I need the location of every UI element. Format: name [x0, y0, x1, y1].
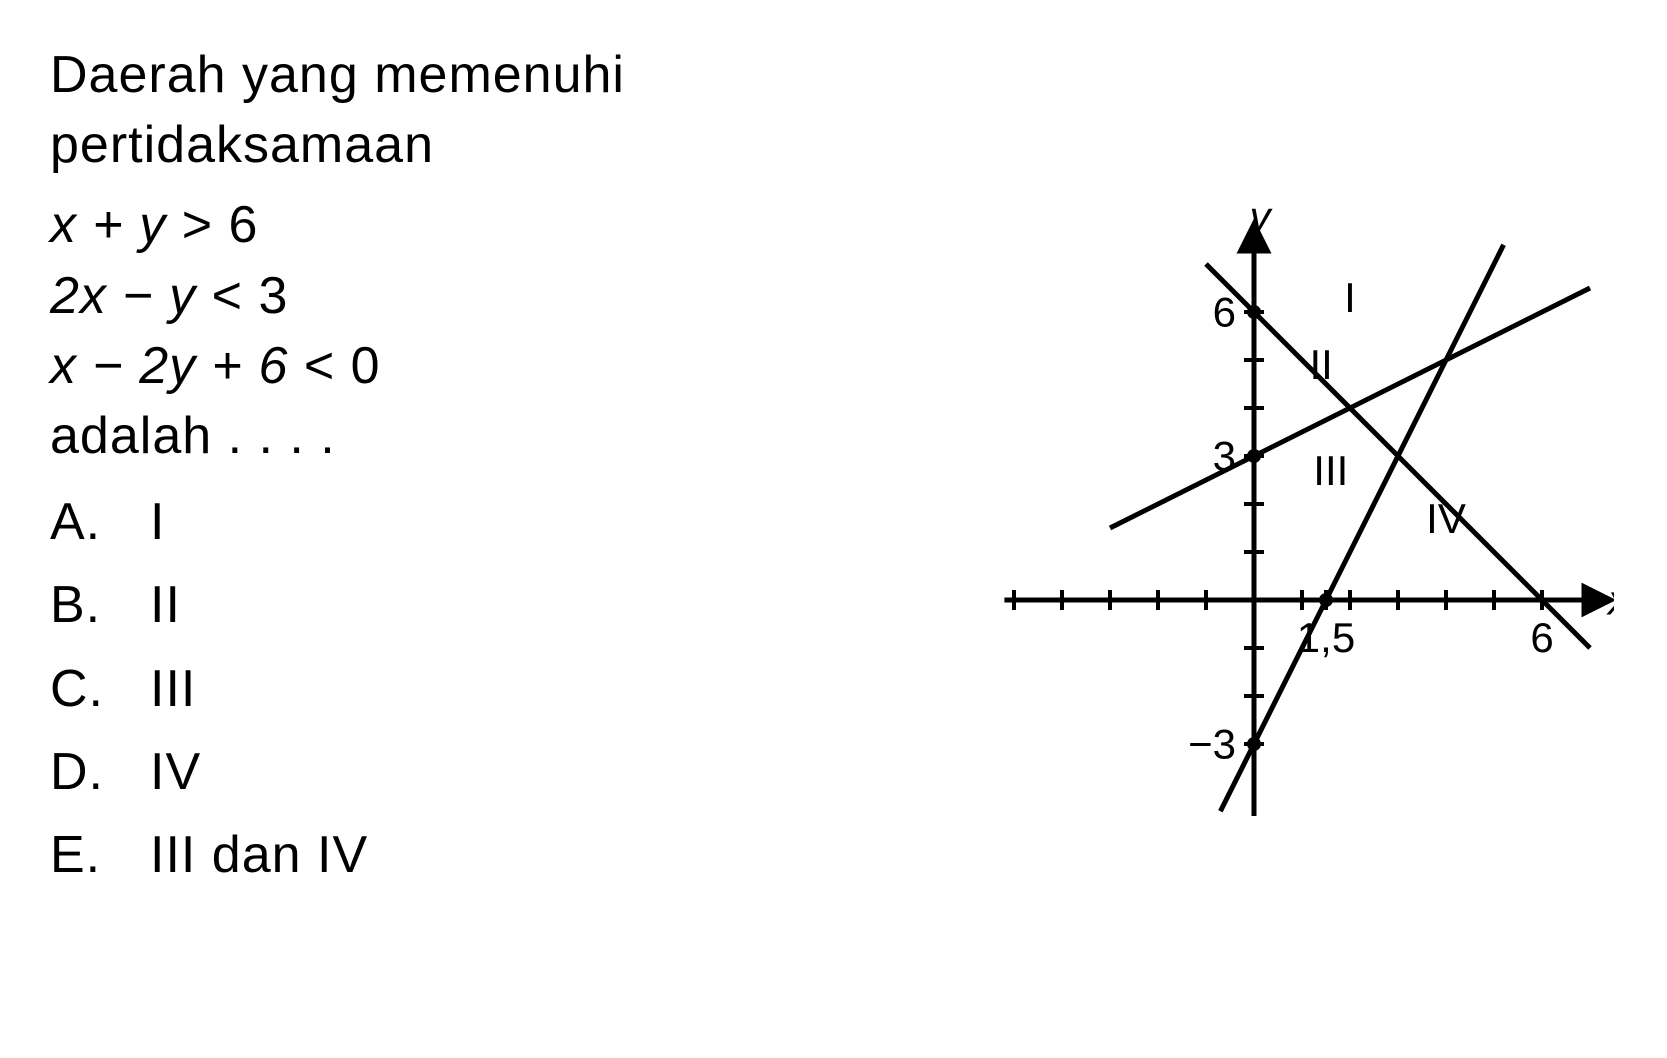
problem-container: Daerah yang memenuhi pertidaksamaan x + … [50, 40, 1617, 1018]
graph-container: 1,5663−3IIIIIIIVxy [994, 150, 1614, 875]
inequality-2: 2x − y < 3 [50, 261, 950, 331]
option-a-text: I [150, 481, 165, 564]
ineq2-rhs: 3 [258, 267, 288, 325]
ineq1-lhs: x + y [50, 196, 166, 254]
y-tick-label: −3 [1188, 721, 1236, 768]
ineq3-op: < [304, 337, 335, 395]
axis-point [1319, 593, 1333, 607]
ineq3-rhs: 0 [351, 337, 381, 395]
option-d: D. IV [50, 731, 950, 814]
adalah-text: adalah . . . . [50, 401, 950, 471]
option-b: B. II [50, 564, 950, 647]
x-axis-label: x [1606, 577, 1614, 624]
y-axis-label: y [1246, 193, 1273, 240]
ineq3-lhs: x − 2y + 6 [50, 337, 288, 395]
options-list: A. I B. II C. III D. IV E. III dan IV [50, 481, 950, 897]
question-prompt: Daerah yang memenuhi pertidaksamaan [50, 40, 950, 180]
ineq1-rhs: 6 [229, 196, 259, 254]
region-label: II [1309, 341, 1332, 388]
inequality-1: x + y > 6 [50, 190, 950, 260]
option-e-text: III dan IV [150, 814, 368, 897]
graph-line [1110, 288, 1590, 528]
axis-point [1247, 737, 1261, 751]
right-column: 1,5663−3IIIIIIIVxy [990, 40, 1617, 1018]
option-b-letter: B. [50, 564, 150, 647]
axis-point [1247, 449, 1261, 463]
region-label: III [1313, 447, 1348, 494]
ineq2-lhs: 2x − y [50, 267, 196, 325]
left-column: Daerah yang memenuhi pertidaksamaan x + … [50, 40, 950, 1018]
option-e: E. III dan IV [50, 814, 950, 897]
option-c: C. III [50, 648, 950, 731]
region-label: IV [1426, 495, 1466, 542]
axis-point [1247, 305, 1261, 319]
option-a: A. I [50, 481, 950, 564]
option-d-letter: D. [50, 731, 150, 814]
ineq1-op: > [182, 196, 213, 254]
y-tick-label: 6 [1212, 289, 1235, 336]
option-c-letter: C. [50, 648, 150, 731]
option-c-text: III [150, 648, 196, 731]
ineq2-op: < [212, 267, 243, 325]
option-d-text: IV [150, 731, 201, 814]
option-a-letter: A. [50, 481, 150, 564]
x-tick-label: 6 [1530, 614, 1553, 661]
graph-svg: 1,5663−3IIIIIIIVxy [994, 150, 1614, 870]
region-label: I [1344, 274, 1356, 321]
inequality-3: x − 2y + 6 < 0 [50, 331, 950, 401]
option-e-letter: E. [50, 814, 150, 897]
option-b-text: II [150, 564, 181, 647]
